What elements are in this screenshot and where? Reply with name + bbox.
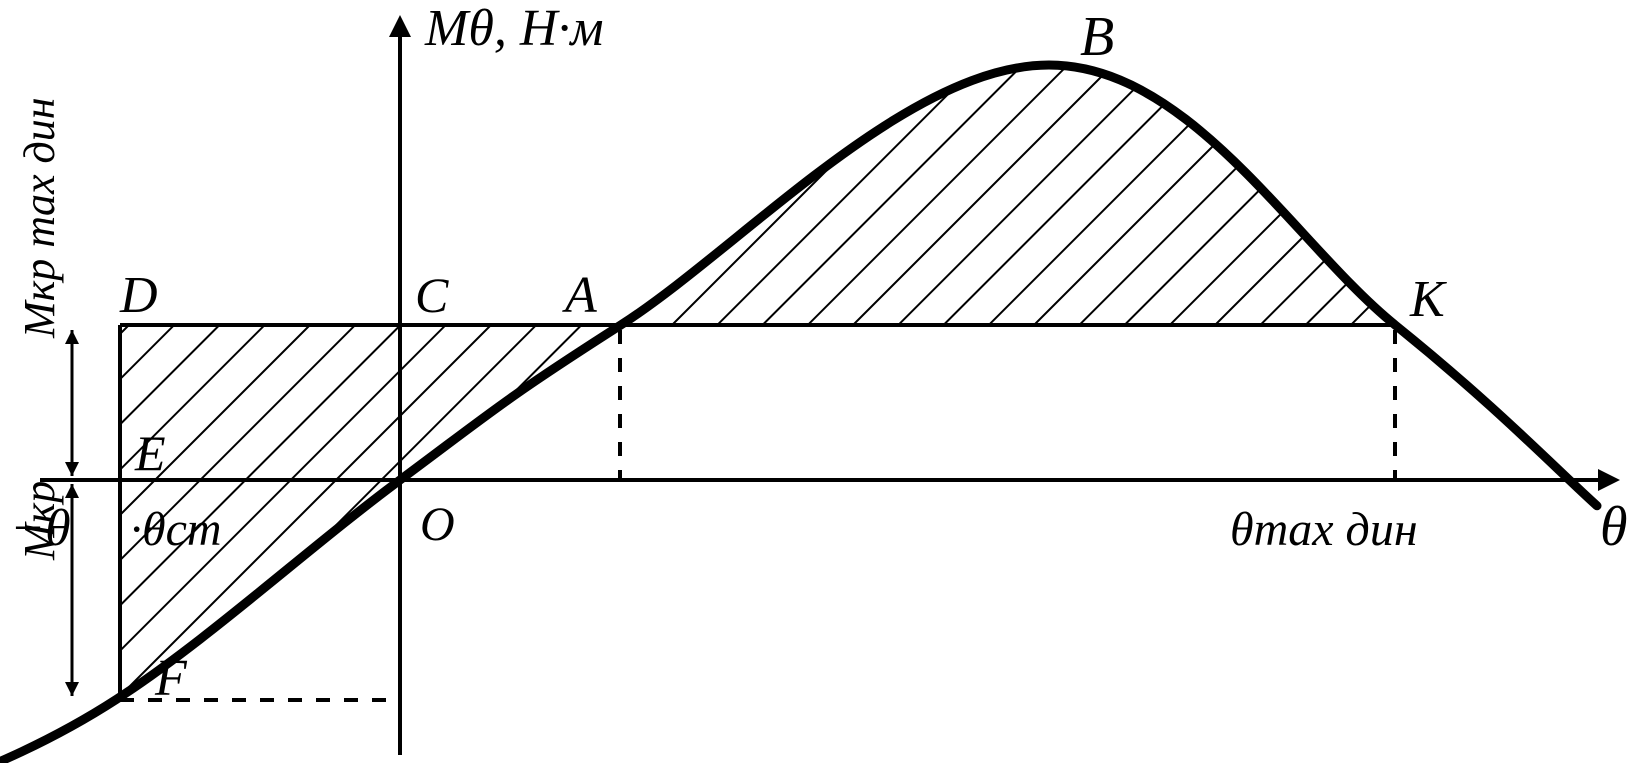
label-y_axis_title: Mθ, Н·м xyxy=(424,0,604,57)
label-Mkr_max_dyn: Мкр max дин xyxy=(15,97,64,339)
x-axis-arrow xyxy=(1598,469,1620,491)
label-theta_st: ·θст xyxy=(130,503,222,556)
y-axis-arrow xyxy=(389,15,411,37)
dim-mkr-max-dyn-head-bot xyxy=(65,462,79,476)
hatched-area-abk xyxy=(621,65,1396,325)
label-C: С xyxy=(415,267,449,323)
label-theta_max_dyn: θmax дин xyxy=(1230,503,1418,556)
label-B: В xyxy=(1080,6,1114,68)
label-theta: θ xyxy=(1600,496,1628,558)
label-A: A xyxy=(562,267,597,324)
label-F: F xyxy=(154,650,188,707)
label-Mkr: Мкр xyxy=(15,481,64,561)
dim-mkr-head-top xyxy=(65,484,79,498)
dim-mkr-head-bot xyxy=(65,682,79,696)
dim-mkr-max-dyn-head-top xyxy=(65,330,79,344)
label-K: K xyxy=(1409,271,1447,328)
label-D: D xyxy=(119,267,158,324)
label-E: E xyxy=(134,425,166,481)
label-O: О xyxy=(420,498,455,551)
